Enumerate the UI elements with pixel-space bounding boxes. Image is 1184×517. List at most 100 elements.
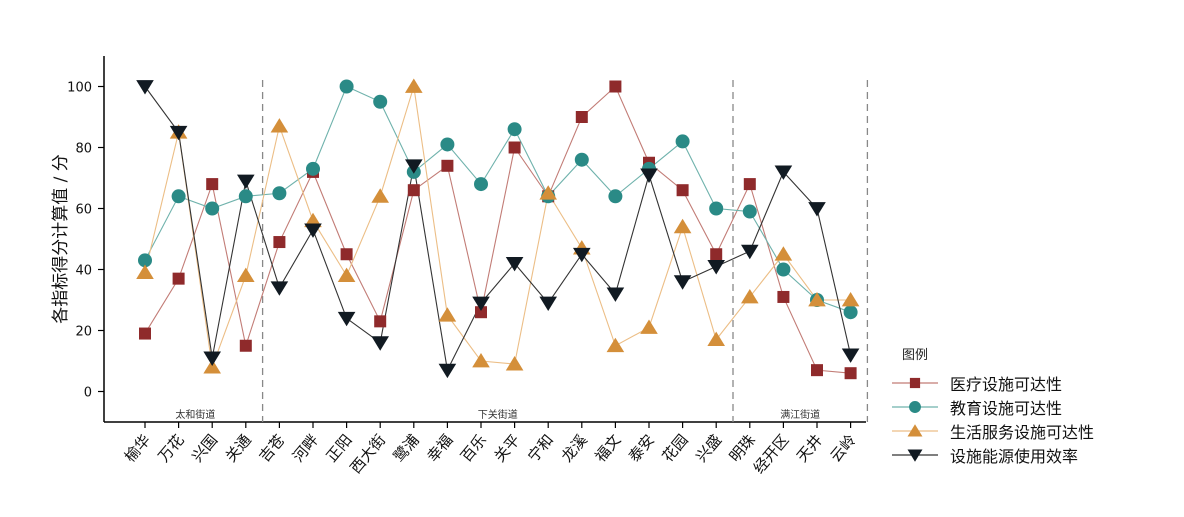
- data-point: [306, 161, 320, 176]
- data-point: [811, 364, 823, 377]
- data-point: [138, 253, 152, 268]
- data-point: [440, 137, 455, 152]
- data-point: [707, 331, 725, 347]
- series-line: [144, 86, 851, 368]
- x-tick-label: 龙溪: [558, 431, 591, 466]
- group-label: 满江街道: [780, 408, 820, 421]
- y-tick-label: 40: [75, 264, 92, 279]
- series-path: [144, 86, 852, 372]
- data-point: [741, 244, 759, 260]
- data-point: [441, 159, 454, 172]
- data-point: [774, 246, 793, 261]
- legend-title: 图例: [902, 348, 929, 363]
- data-point: [136, 264, 154, 279]
- series-path: [144, 85, 851, 374]
- series-line: [144, 86, 852, 372]
- data-point: [774, 165, 793, 180]
- legend-label: 医疗设施可达性: [950, 375, 1063, 394]
- x-tick-label: 天井: [793, 431, 826, 466]
- data-point: [776, 262, 791, 277]
- data-point: [205, 201, 220, 216]
- series-path: [144, 85, 851, 313]
- data-point: [371, 336, 389, 351]
- data-point: [606, 287, 625, 302]
- legend-item: 生活服务设施可达性: [890, 419, 1180, 443]
- data-point: [472, 296, 490, 312]
- data-point: [270, 118, 289, 133]
- x-tick-label: 河畔: [289, 431, 322, 466]
- data-point: [574, 152, 589, 167]
- data-point: [505, 356, 524, 371]
- series-line: [144, 85, 851, 313]
- data-point: [539, 185, 557, 200]
- data-point: [777, 290, 790, 303]
- data-point: [239, 339, 252, 352]
- series-path: [144, 86, 851, 368]
- data-point: [304, 223, 322, 238]
- y-tick-label: 0: [84, 386, 92, 401]
- data-point: [673, 275, 692, 290]
- legend-item: 医疗设施可达性: [890, 371, 1180, 395]
- x-tick-label: 幸福: [423, 431, 456, 466]
- data-point: [438, 363, 457, 379]
- data-point: [609, 80, 622, 93]
- data-point: [707, 260, 725, 275]
- data-point: [139, 327, 151, 340]
- data-point: [909, 401, 921, 413]
- data-point: [337, 267, 356, 282]
- x-tick-label: 兴国: [188, 431, 221, 466]
- data-point: [272, 186, 287, 201]
- data-point: [907, 424, 923, 437]
- x-tick-label: 鹭浦: [390, 431, 423, 466]
- data-point: [508, 141, 521, 154]
- data-point: [606, 337, 625, 353]
- legend-swatch: [892, 424, 938, 437]
- legend-item: 设施能源使用效率: [890, 443, 1180, 467]
- legend-label: 生活服务设施可达性: [950, 423, 1095, 442]
- x-tick-label: 西大街: [347, 431, 390, 477]
- data-point: [841, 292, 860, 307]
- data-point: [169, 125, 188, 141]
- x-tick-label: 花园: [659, 431, 692, 466]
- data-point: [475, 306, 487, 319]
- data-point: [203, 351, 221, 366]
- data-point: [237, 174, 255, 190]
- data-point: [472, 353, 490, 368]
- group-label: 太和街道: [175, 408, 215, 421]
- x-tick-label: 经开区: [750, 431, 793, 477]
- x-tick-label: 福文: [591, 431, 624, 466]
- legend-item: 教育设施可达性: [890, 395, 1180, 419]
- x-tick-label: 榆华: [121, 431, 154, 466]
- x-tick-label: 云岭: [827, 431, 860, 466]
- x-tick-label: 万花: [155, 431, 188, 466]
- legend-swatch: [892, 449, 938, 462]
- data-point: [640, 168, 658, 183]
- data-point: [710, 248, 723, 261]
- legend-swatch: [892, 377, 938, 389]
- data-point: [474, 177, 488, 192]
- x-tick-label: 关平: [491, 431, 524, 466]
- data-point: [743, 178, 756, 191]
- data-point: [171, 189, 186, 204]
- data-point: [172, 272, 185, 285]
- data-point: [709, 201, 724, 216]
- x-tick-label: 泰安: [625, 431, 658, 466]
- data-point: [374, 315, 387, 328]
- series-line: [144, 85, 851, 374]
- data-point: [371, 188, 389, 203]
- data-point: [238, 189, 253, 204]
- data-point: [273, 236, 286, 249]
- data-point: [808, 292, 826, 307]
- x-tick-label: 吉苍: [255, 431, 288, 466]
- data-point: [673, 218, 692, 234]
- data-point: [339, 79, 354, 94]
- y-tick-label: 20: [75, 325, 92, 340]
- y-tick-label: 60: [75, 203, 92, 218]
- data-point: [505, 257, 524, 272]
- data-point: [841, 348, 860, 363]
- data-point: [237, 267, 255, 282]
- data-point: [573, 247, 591, 263]
- series-markers: [136, 80, 860, 379]
- data-point: [844, 367, 857, 380]
